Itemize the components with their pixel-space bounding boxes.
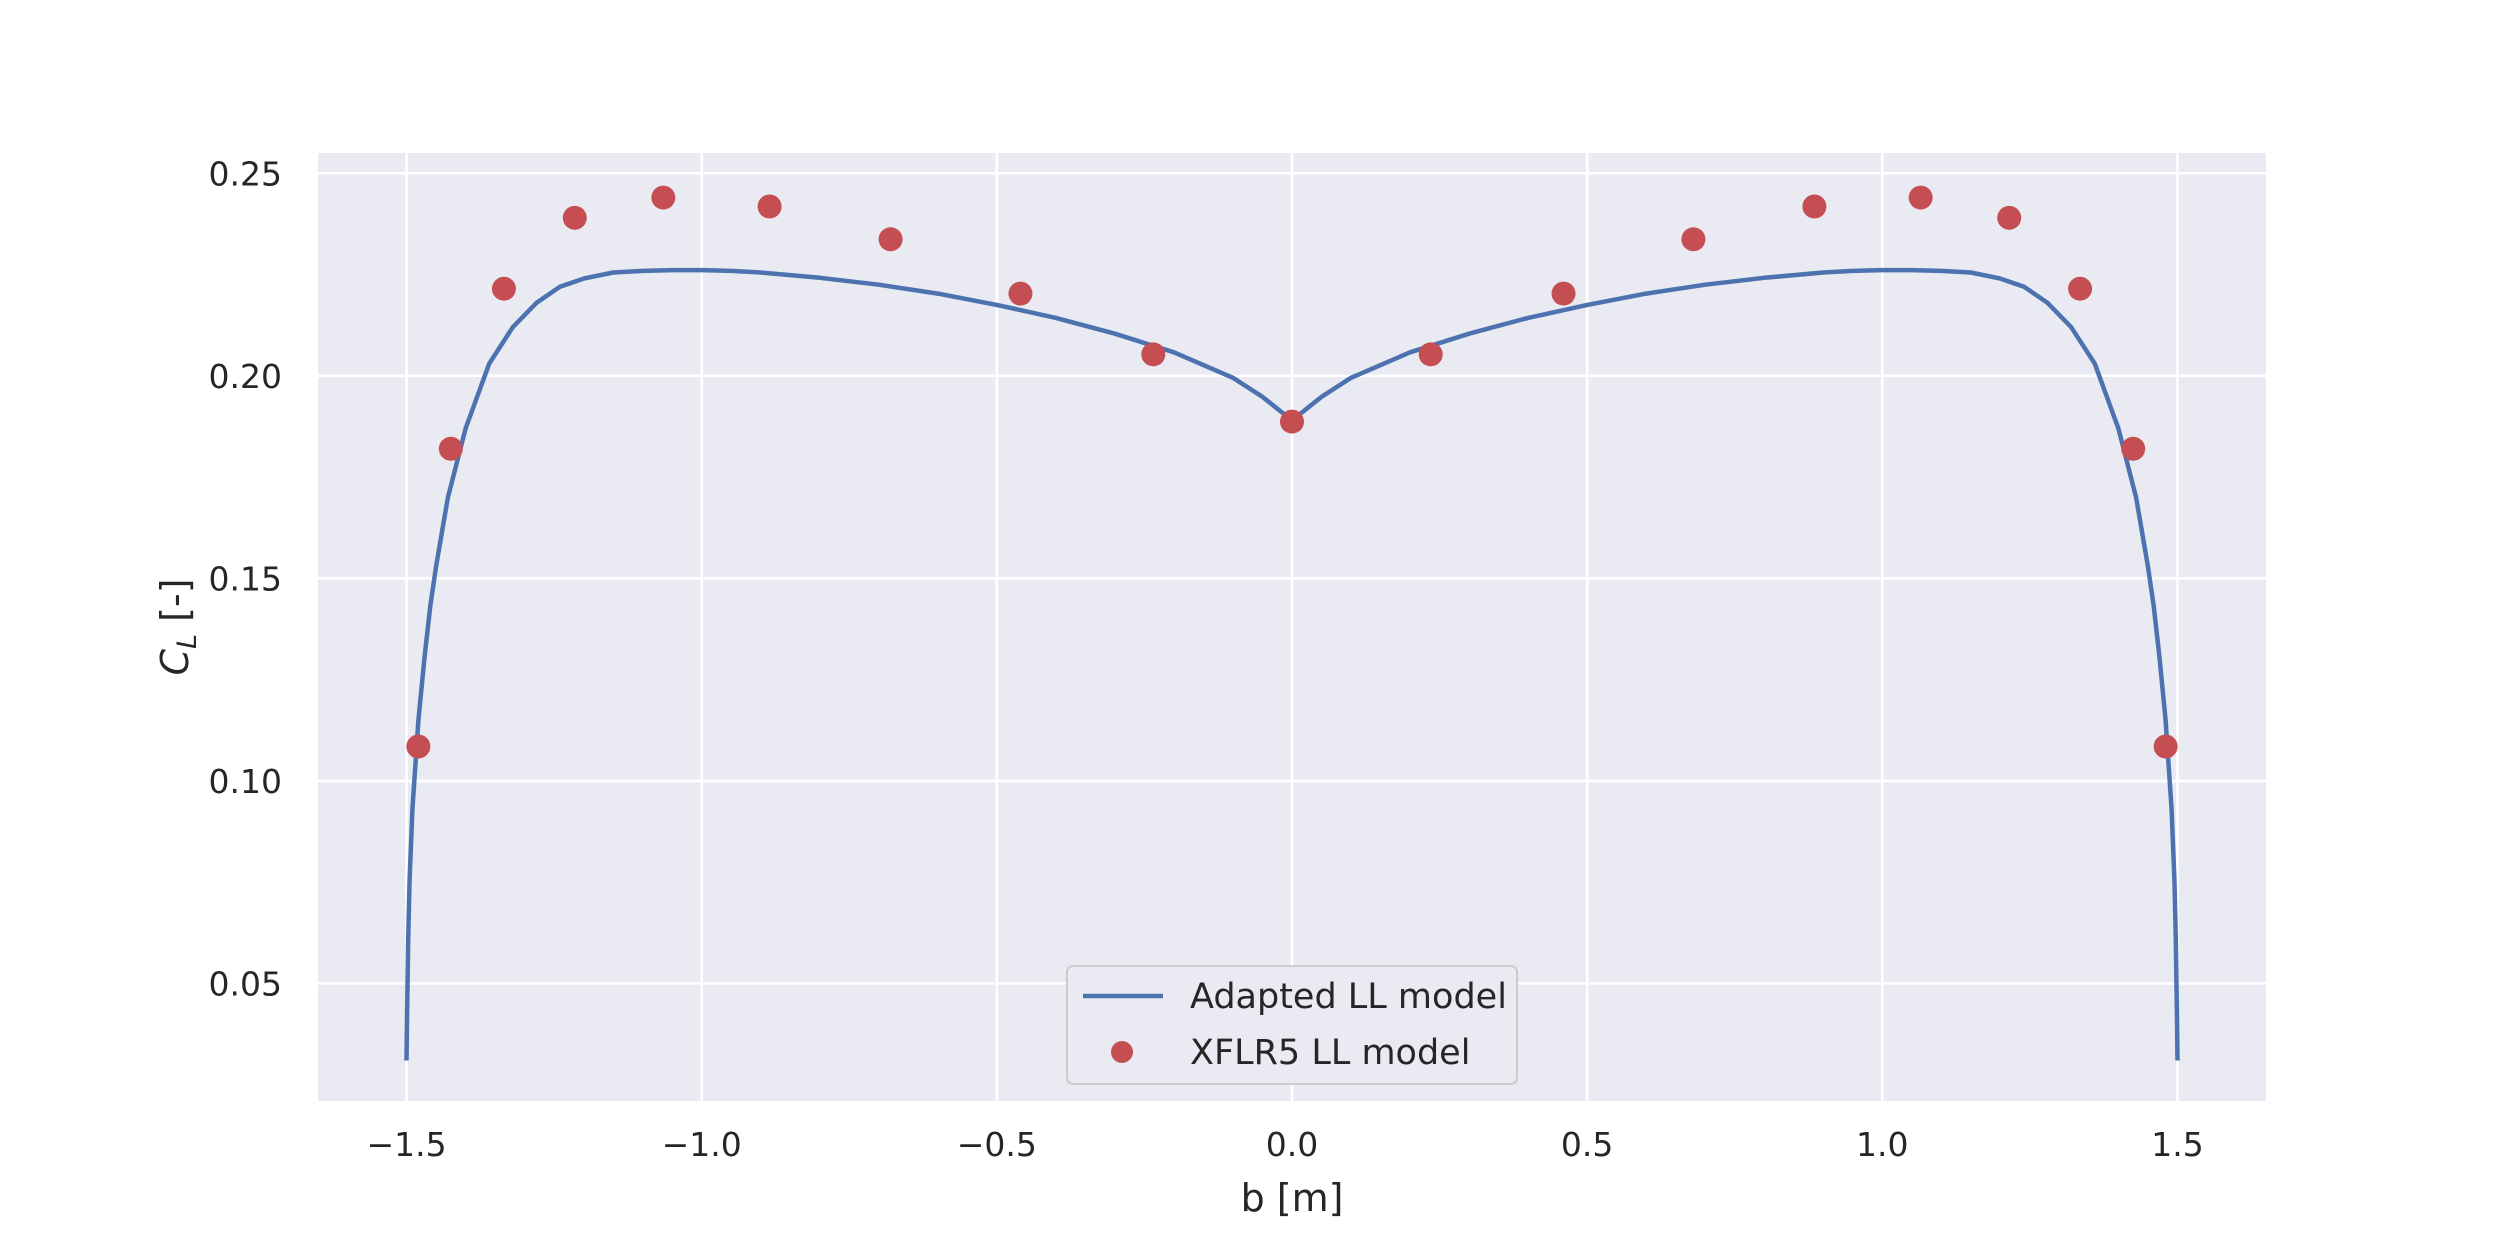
y-axis-label-unit: [-] xyxy=(153,578,197,633)
data-point-xflr5 xyxy=(2068,276,2093,301)
y-tick-label: 0.20 xyxy=(209,357,282,396)
data-point-xflr5 xyxy=(1908,185,1933,210)
series-layer xyxy=(404,185,2180,1061)
data-point-xflr5 xyxy=(1997,205,2022,230)
data-point-xflr5 xyxy=(2153,734,2178,759)
data-point-xflr5 xyxy=(406,734,431,759)
data-point-xflr5 xyxy=(651,185,676,210)
data-point-xflr5 xyxy=(562,205,587,230)
data-point-xflr5 xyxy=(878,227,903,252)
x-tick-labels: −1.5 −1.0 −0.5 0.0 0.5 1.0 1.5 xyxy=(366,1125,2203,1164)
x-axis-label: b [m] xyxy=(1241,1176,1344,1220)
y-axis-label-main: C xyxy=(153,649,197,676)
y-tick-labels: 0.05 0.10 0.15 0.20 0.25 xyxy=(209,154,282,1003)
data-point-xflr5 xyxy=(2121,436,2146,461)
legend-marker-swatch xyxy=(1111,1041,1133,1063)
x-tick-label: 1.5 xyxy=(2151,1125,2203,1164)
legend: Adapted LL model XFLR5 LL model xyxy=(1066,965,1518,1085)
legend-entry-xflr5-ll: XFLR5 LL model xyxy=(1190,1033,1470,1073)
y-tick-label: 0.25 xyxy=(209,154,282,193)
y-tick-label: 0.15 xyxy=(209,559,282,598)
x-tick-label: −1.0 xyxy=(662,1125,742,1164)
data-point-xflr5 xyxy=(438,436,463,461)
y-tick-label: 0.05 xyxy=(209,965,282,1004)
data-point-xflr5 xyxy=(1802,194,1827,219)
y-axis-label: CL [-] xyxy=(153,578,203,675)
y-tick-label: 0.10 xyxy=(209,762,282,801)
data-point-xflr5 xyxy=(1141,342,1166,367)
data-point-xflr5 xyxy=(757,194,782,219)
x-tick-label: −0.5 xyxy=(957,1125,1037,1164)
x-tick-label: 1.0 xyxy=(1856,1125,1908,1164)
x-tick-label: −1.5 xyxy=(366,1125,446,1164)
data-point-xflr5 xyxy=(491,276,516,301)
data-point-xflr5 xyxy=(1551,281,1576,306)
legend-entry-adapted-ll: Adapted LL model xyxy=(1190,977,1507,1017)
data-point-xflr5 xyxy=(1008,281,1033,306)
x-tick-label: 0.0 xyxy=(1266,1125,1318,1164)
data-point-xflr5 xyxy=(1418,342,1443,367)
data-point-xflr5 xyxy=(1280,409,1304,434)
legend-frame xyxy=(1066,965,1518,1085)
x-tick-label: 0.5 xyxy=(1561,1125,1613,1164)
data-point-xflr5 xyxy=(1681,227,1706,252)
y-axis-label-subscript: L xyxy=(172,634,203,649)
